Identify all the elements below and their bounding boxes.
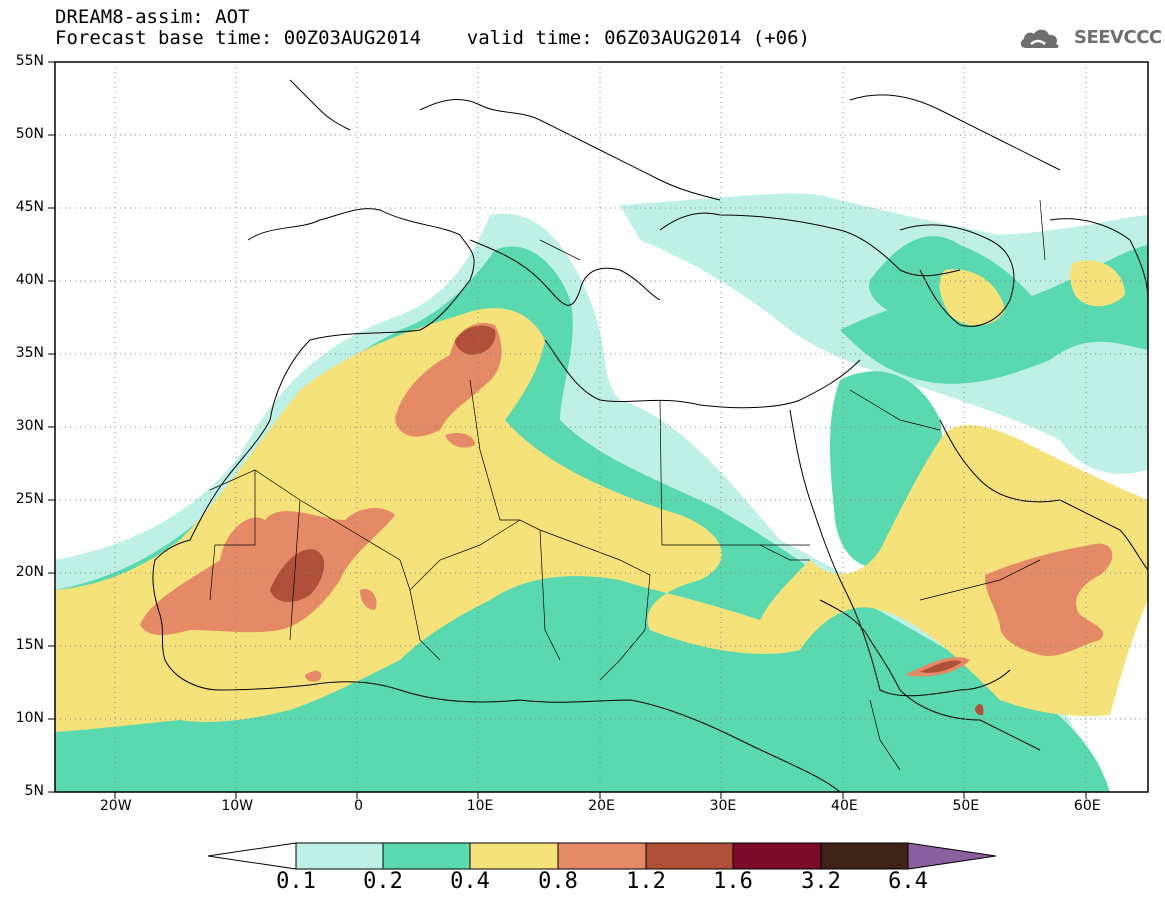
lat-tick-label: 5N [24, 783, 44, 799]
lat-tick-label: 30N [15, 418, 44, 434]
lon-tick-label: 40E [831, 798, 858, 814]
lon-tick-label: 50E [952, 798, 980, 814]
colorbar-cell-under [207, 842, 297, 870]
colorbar-label: 1.2 [626, 869, 666, 894]
lat-tick-label: 45N [15, 199, 44, 215]
borders [209, 199, 1046, 771]
lon-tick-label: 20E [588, 798, 615, 814]
lat-tick-label: 15N [15, 637, 44, 653]
lat-tick-label: 35N [15, 345, 44, 361]
colorbar-label: 0.4 [450, 869, 490, 894]
lat-tick-label: 40N [15, 272, 44, 288]
coastlines [152, 79, 1148, 792]
lon-tick-label: 60E [1073, 798, 1101, 814]
colorbar-label: 3.2 [801, 869, 841, 894]
map-title: DREAM8-assim: AOT [55, 6, 250, 28]
colorbar-label: 1.6 [713, 869, 753, 894]
colorbar-label: 6.4 [888, 869, 928, 894]
logo-text: SEEVCCC [1074, 27, 1162, 48]
colorbar-cell [645, 842, 734, 870]
colorbar-cell [469, 842, 559, 870]
colorbar-cell [382, 842, 471, 870]
lon-tick-label: 30E [709, 798, 737, 814]
lat-tick-label: 25N [15, 491, 44, 507]
lat-tick-label: 55N [15, 53, 44, 69]
forecast-time-line: Forecast base time: 00Z03AUG2014 valid t… [55, 27, 810, 49]
graticule [55, 62, 1148, 792]
colorbar-cell [557, 842, 647, 870]
colorbar-label: 0.1 [276, 869, 316, 894]
colorbar-label: 0.2 [363, 869, 403, 894]
colorbar-cell [732, 842, 822, 870]
lat-tick-label: 50N [15, 126, 44, 142]
lon-tick-label: 10W [221, 798, 253, 814]
lon-tick-label: 20W [99, 798, 132, 814]
colorbar-label: 0.8 [538, 869, 578, 894]
seevccc-logo: SEEVCCC [1018, 24, 1162, 52]
colorbar [207, 842, 997, 870]
colorbar-cell [820, 842, 909, 870]
ticks [48, 61, 1087, 799]
colorbar-cell-over [907, 842, 997, 870]
lon-tick-label: 10E [466, 798, 494, 814]
aot-contours [55, 193, 1148, 792]
lat-tick-label: 10N [15, 710, 44, 726]
colorbar-cell [295, 842, 384, 870]
lon-tick-label: 0 [354, 798, 364, 814]
cloud-icon [1020, 29, 1059, 48]
lat-tick-label: 20N [15, 564, 44, 580]
